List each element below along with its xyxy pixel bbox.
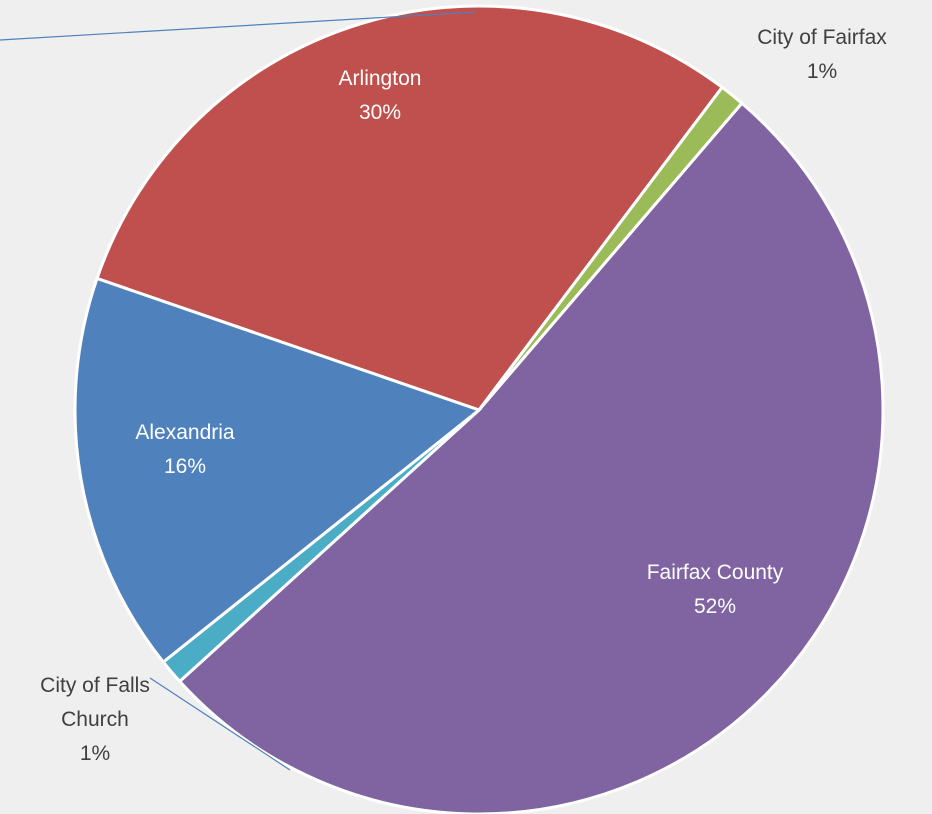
data-label: Fairfax County 52% [605, 556, 825, 624]
data-label: Arlington 30% [280, 62, 480, 130]
label-value: 52% [693, 595, 737, 618]
label-name: Arlington [338, 67, 422, 90]
leader-line [0, 11, 476, 41]
data-label: City of Falls Church 1% [25, 669, 165, 771]
label-name: Fairfax County [646, 561, 784, 584]
label-value: 30% [358, 101, 402, 124]
pie-slice [73, 276, 483, 665]
data-label: Alexandria 16% [85, 416, 285, 484]
data-label: City of Fairfax 1% [722, 21, 922, 89]
label-value: 1% [79, 742, 111, 765]
label-name: City of Fairfax [757, 26, 887, 49]
label-value: 16% [163, 455, 207, 478]
pie-slice [95, 4, 725, 412]
label-value: 1% [806, 60, 838, 83]
pie-slice [177, 101, 885, 814]
label-name: Alexandria [135, 421, 235, 444]
label-name: City of Falls Church [40, 674, 150, 731]
leader-line [149, 677, 291, 771]
